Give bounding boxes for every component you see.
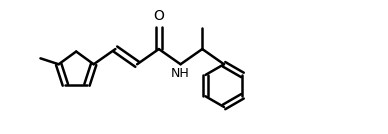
Text: O: O [153,9,164,23]
Text: NH: NH [171,67,190,80]
